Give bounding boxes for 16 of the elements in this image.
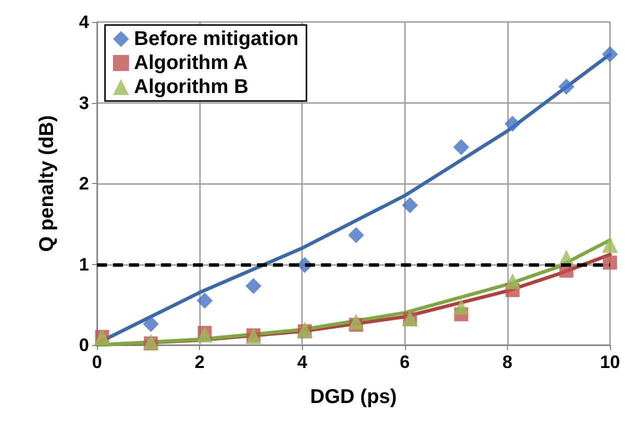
x-tick-label: 4	[297, 352, 308, 372]
y-tick-label: 0	[78, 335, 89, 355]
y-tick-label: 3	[78, 92, 89, 113]
x-tick-label: 0	[92, 352, 102, 372]
legend-label: Before mitigation	[134, 28, 298, 50]
y-tick-label: 4	[78, 12, 89, 32]
y-tick-label: 2	[78, 174, 89, 194]
x-tick-label: 8	[502, 352, 512, 372]
y-tick-label: 1	[78, 254, 89, 274]
x-axis-title: DGD (ps)	[310, 386, 397, 408]
x-tick-label: 10	[600, 352, 620, 372]
x-tick-label: 2	[194, 352, 205, 372]
legend-label: Algorithm B	[134, 76, 248, 98]
y-axis-title: Q penalty (dB)	[36, 115, 58, 252]
x-tick-label: 6	[400, 352, 410, 372]
legend-label: Algorithm A	[134, 52, 248, 74]
